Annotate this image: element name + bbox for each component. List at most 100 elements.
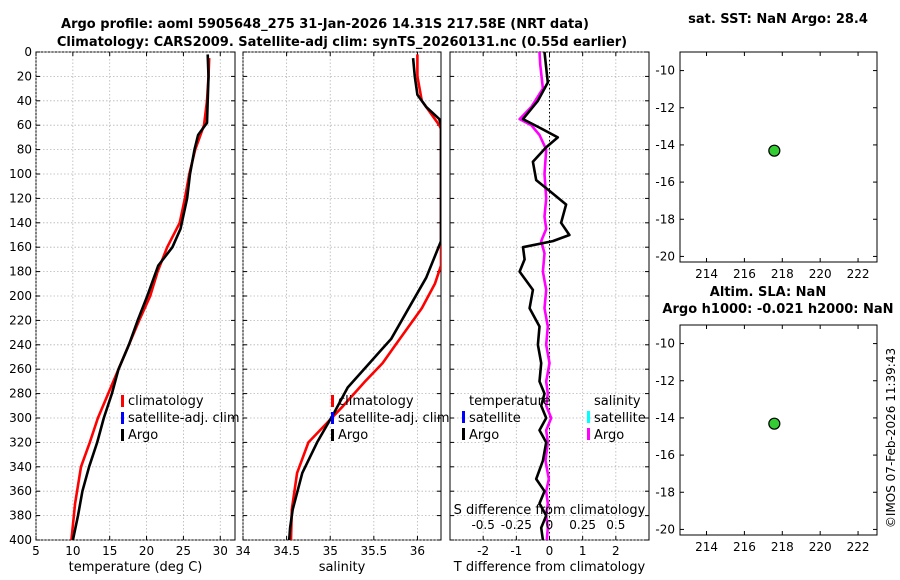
salinity-panel: 34 34.5 35 35.5 36 salinity [235, 51, 442, 575]
legend-s-argo-swatch [587, 428, 590, 440]
x-tick-label: 34 [235, 544, 250, 558]
legend-t-satellite-swatch [462, 411, 465, 423]
x-tick-label: 218 [771, 540, 794, 554]
y-tick-label: 360 [9, 484, 32, 498]
legend-s-satellite-label: satellite [594, 411, 646, 426]
profile-location-marker [768, 417, 781, 430]
x2-tick-label: -0.5 [471, 518, 494, 532]
x-tick-label: 216 [733, 540, 756, 554]
x-tick-label: 0 [546, 544, 554, 558]
legend-t-argo-label: Argo [469, 428, 499, 443]
x-tick-label: 220 [809, 540, 832, 554]
y-tick-label: 0 [24, 45, 32, 59]
legend-t-argo-swatch [462, 428, 465, 440]
x2-tick-label: -0.25 [501, 518, 532, 532]
y-tick-label: 20 [17, 69, 32, 83]
sla-map-panel: -10 -12 -14 -16 -18 -20 214 216 218 220 222 [655, 324, 878, 554]
map-area [679, 51, 878, 263]
x-axis-label: temperature (deg C) [69, 560, 203, 575]
main-title-line1: Argo profile: aoml 5905648_275 31-Jan-20… [61, 17, 589, 32]
y-tick-label: 200 [9, 289, 32, 303]
main-title-line2: Climatology: CARS2009. Satellite-adj cli… [57, 35, 627, 50]
legend-climatology-label: climatology [128, 394, 204, 409]
legend-s-argo-label: Argo [594, 428, 624, 443]
legend-satellite-label: satellite-adj. clim [338, 411, 450, 426]
legend-satellite-swatch [121, 412, 124, 424]
x-tick-label: 36 [410, 544, 425, 558]
sst-title: sat. SST: NaN Argo: 28.4 [688, 12, 868, 27]
y-tick-label: 80 [17, 143, 32, 157]
climatology-line [289, 54, 441, 540]
y-tick-label: 300 [9, 411, 32, 425]
x2-tick-label: 0.5 [606, 518, 625, 532]
argo-line [287, 57, 441, 540]
x-tick-label: 214 [695, 267, 718, 281]
x-tick-label: 34.5 [273, 544, 300, 558]
timestamp: ©IMOS 07-Feb-2026 11:39:43 [884, 348, 898, 528]
x-tick-label: 222 [847, 267, 870, 281]
y-tick-label: -20 [655, 249, 675, 263]
legend-s-satellite-swatch [587, 411, 590, 423]
x-tick-label: 10 [65, 544, 80, 558]
legend-temperature-title: temperature [469, 394, 551, 409]
salinity-legend: climatology satellite-adj. clim Argo [331, 394, 450, 443]
temperature-legend: climatology satellite-adj. clim Argo [121, 394, 240, 443]
x-tick-label: 216 [733, 267, 756, 281]
y-tick-label: -16 [655, 448, 675, 462]
difference-panel: -2 -1 0 1 2 T difference from climatology -0.5… [449, 51, 650, 575]
y-tick-label: -20 [655, 522, 675, 536]
y-tick-label: 180 [9, 265, 32, 279]
legend-climatology-swatch [331, 395, 334, 407]
difference-salinity-legend: salinity satellite Argo [587, 394, 646, 443]
y-tick-label: 160 [9, 240, 32, 254]
y-tick-label: -16 [655, 175, 675, 189]
x-tick-label: 2 [612, 544, 620, 558]
x-axis-label: salinity [319, 560, 366, 575]
temperature-argo-line [518, 52, 571, 540]
argo-line [71, 54, 210, 540]
y-tick-label: -10 [655, 64, 675, 78]
y-tick-label: 260 [9, 362, 32, 376]
x-tick-label: 222 [847, 540, 870, 554]
legend-salinity-title: salinity [594, 394, 641, 409]
x-tick-label: 35.5 [360, 544, 387, 558]
sla-title: Altim. SLA: NaN [710, 285, 826, 300]
legend-argo-label: Argo [128, 428, 158, 443]
y-tick-label: 140 [9, 216, 32, 230]
legend-climatology-label: climatology [338, 394, 414, 409]
x2-tick-label: 0 [546, 518, 554, 532]
temperature-panel: 0 20 40 60 80 100 120 140 160 180 200 220 240 260 280 3… [9, 45, 236, 575]
y-tick-label: -10 [655, 337, 675, 351]
x-tick-label: 35 [323, 544, 338, 558]
x-tick-label: 30 [213, 544, 228, 558]
y-tick-label: 320 [9, 435, 32, 449]
y-tick-label: -18 [655, 212, 675, 226]
y-tick-label: -18 [655, 485, 675, 499]
y-tick-label: 40 [17, 94, 32, 108]
legend-satellite-label: satellite-adj. clim [128, 411, 240, 426]
profile-location-marker [768, 144, 781, 157]
y-tick-label: -14 [655, 411, 675, 425]
y-tick-label: 100 [9, 167, 32, 181]
legend-satellite-swatch [331, 412, 334, 424]
legend-climatology-swatch [121, 395, 124, 407]
x-tick-label: 5 [32, 544, 40, 558]
legend-argo-label: Argo [338, 428, 368, 443]
legend-argo-swatch [331, 429, 334, 441]
legend-argo-swatch [121, 429, 124, 441]
x-tick-label: 220 [809, 267, 832, 281]
x-axis-label: T difference from climatology [453, 560, 646, 575]
y-tick-label: 240 [9, 338, 32, 352]
x2-tick-label: 0.25 [569, 518, 596, 532]
map-area [679, 324, 878, 536]
y-tick-label: 340 [9, 460, 32, 474]
y-tick-label: 280 [9, 387, 32, 401]
x-tick-label: 214 [695, 540, 718, 554]
x-tick-label: -1 [510, 544, 522, 558]
y-tick-label: 380 [9, 509, 32, 523]
y-tick-label: 400 [9, 533, 32, 547]
difference-temperature-legend: temperature satellite Argo [462, 394, 551, 443]
x-tick-label: 25 [176, 544, 191, 558]
heights-title: Argo h1000: -0.021 h2000: NaN [662, 302, 893, 317]
